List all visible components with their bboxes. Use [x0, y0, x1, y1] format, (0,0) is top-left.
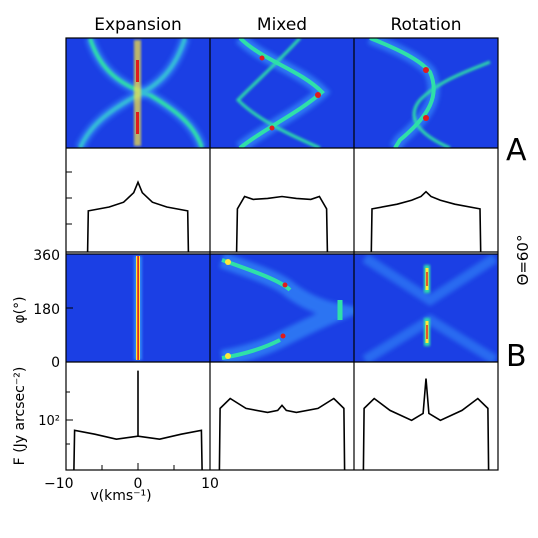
- spectrum-line-b-mixed: [218, 397, 346, 471]
- phi-tick-360: 360: [33, 248, 60, 264]
- row-a-spectrum-ticks: [66, 171, 72, 225]
- spectrum-line-a-rotation: [370, 190, 482, 253]
- spectrum-panel-b-rotation: [354, 362, 498, 471]
- spectrum-line-b-rotation: [362, 378, 490, 471]
- velocity-axis-ticks: [101, 463, 175, 470]
- theta-label: Θ=60°: [514, 235, 532, 286]
- phi-tick-0: 0: [51, 355, 60, 371]
- column-title-expansion: Expansion: [94, 15, 182, 35]
- map-panel-b-expansion: [66, 254, 210, 362]
- spectrum-line-b-expansion: [73, 370, 203, 471]
- phi-tick-180: 180: [33, 302, 60, 318]
- spectrum-line-a-mixed: [235, 195, 329, 253]
- spectrum-panel-a-expansion: [66, 148, 210, 253]
- spectrum-panel-b-mixed: [210, 362, 354, 471]
- flux-axis-ticks: [66, 391, 73, 445]
- map-panel-a-rotation: [354, 38, 498, 148]
- spectrum-panel-b-expansion: [66, 362, 210, 471]
- map-panel-b-rotation: [354, 254, 498, 362]
- map-panel-a-expansion: [66, 38, 210, 148]
- flux-axis-label: F (Jy arcsec⁻²): [12, 367, 28, 466]
- column-title-mixed: Mixed: [257, 15, 307, 35]
- spectrum-panel-a-rotation: [354, 148, 498, 253]
- row-label-b: B: [506, 339, 527, 374]
- spectrum-panel-a-mixed: [210, 148, 354, 253]
- map-panel-a-mixed: [210, 38, 354, 148]
- velocity-axis-label: v(kms⁻¹): [90, 488, 151, 504]
- velocity-tick-max: 10: [201, 476, 219, 492]
- row-label-a: A: [506, 133, 527, 168]
- phi-axis-ticks: [66, 253, 73, 363]
- phi-axis-label: φ(°): [12, 296, 28, 323]
- velocity-tick-min: −10: [44, 476, 74, 492]
- flux-tick-100: 10²: [38, 414, 60, 429]
- column-title-rotation: Rotation: [390, 15, 461, 35]
- spectrum-line-a-expansion: [86, 180, 190, 253]
- map-panel-b-mixed: [210, 254, 354, 362]
- velocity-tick-zero: 0: [134, 476, 143, 492]
